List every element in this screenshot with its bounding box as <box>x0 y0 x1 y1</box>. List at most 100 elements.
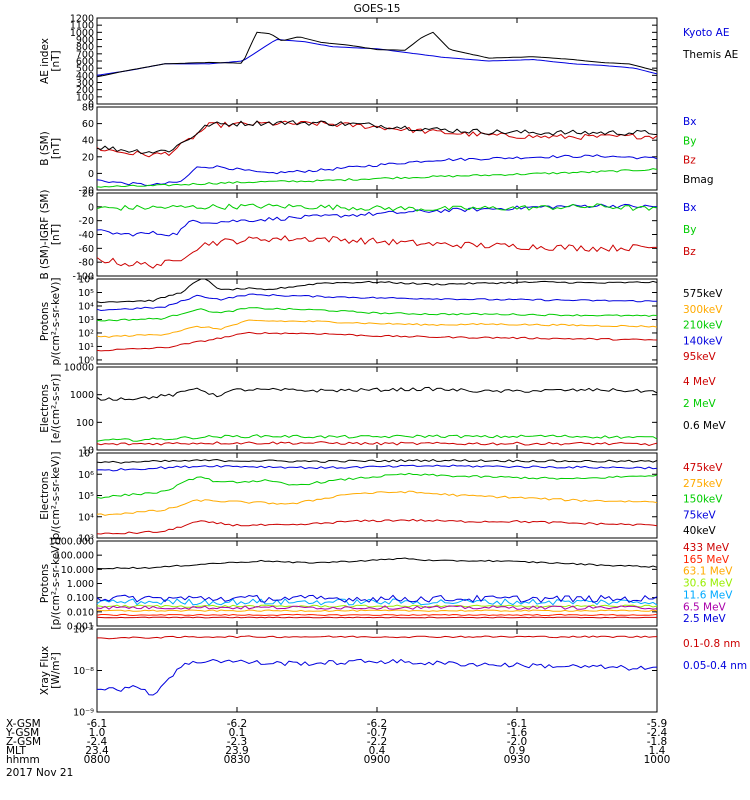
legend-entry: 95keV <box>683 351 717 363</box>
legend-entry: Bx <box>683 202 696 214</box>
y-tick-label: 300 <box>76 78 94 89</box>
y-tick-label: -20 <box>78 216 94 227</box>
footer-cell: -2.4 <box>87 736 108 748</box>
legend-entry: 6.5 MeV <box>683 601 727 613</box>
footer-cell: -6.2 <box>227 718 248 730</box>
y-axis-label: [nT] <box>50 224 62 245</box>
legend-entry: 275keV <box>683 478 723 490</box>
legend-entry: By <box>683 135 696 147</box>
footer-cell: -0.7 <box>367 727 388 739</box>
y-axis-label: AE index <box>39 38 51 84</box>
footer-row-label: X-GSM <box>6 718 41 730</box>
footer-row-label: Z-GSM <box>6 736 41 748</box>
y-tick-label: 0.100 <box>67 593 94 604</box>
footer-row-label: MLT <box>6 745 26 757</box>
y-tick-label: 10³ <box>78 315 94 326</box>
footer-cell: -1.8 <box>647 736 668 748</box>
panel-electrons-kev: 10³ 10⁴ 10⁵ 10⁶ 10⁷ Electrons p/(cm²-s-sr-keV)… <box>39 449 723 545</box>
footer-cell: 0900 <box>364 754 391 766</box>
footer-cell: -1.6 <box>507 727 528 739</box>
series-line-63.1-MeV <box>96 609 658 612</box>
series-line-433-MeV <box>96 616 657 619</box>
series-line-Bx <box>96 154 658 187</box>
series-line-275keV <box>96 490 658 516</box>
legend-entry: Themis AE <box>682 49 738 61</box>
footer-cell: -2.0 <box>507 736 528 748</box>
footer-cell: -6.1 <box>507 718 528 730</box>
panel-frame <box>96 628 658 713</box>
y-tick-label: -100 <box>72 272 94 283</box>
series-line-475keV <box>96 518 658 535</box>
panel-frame <box>96 106 658 191</box>
y-tick-label: 10.000 <box>61 565 94 576</box>
legend-entry: Kyoto AE <box>683 27 729 39</box>
y-tick-label: 10⁻⁸ <box>73 666 94 677</box>
series-line-0.6-MeV <box>96 386 658 401</box>
legend-entry: Bmag <box>683 174 714 186</box>
y-tick-label: 100 <box>76 92 94 103</box>
footer-cell: 1000 <box>644 754 671 766</box>
legend-entry: 2 MeV <box>683 398 717 410</box>
legend-entry: 210keV <box>683 320 723 332</box>
series-line-Bx <box>96 203 658 237</box>
series-line-Bz <box>96 120 658 158</box>
y-axis-label: B (SM)-IGRF (SM) <box>39 189 51 279</box>
y-axis-label: [p/(cm²-s-sr-keV)] <box>50 537 62 629</box>
chart-title: GOES-15 <box>354 3 401 15</box>
series-line-Bz <box>96 235 657 269</box>
y-tick-label: 20 <box>82 152 94 163</box>
y-axis-label: B (SM) <box>39 131 51 165</box>
y-tick-label: 200 <box>76 85 94 96</box>
y-tick-label: 1000.000 <box>49 537 94 548</box>
footer-cell: 0.4 <box>369 745 386 757</box>
y-tick-label: 10⁵ <box>78 288 94 299</box>
y-tick-label: 10⁴ <box>78 301 94 312</box>
series-line-4-MeV <box>96 441 658 447</box>
legend-entry: 575keV <box>683 288 723 300</box>
series-line-40keV <box>96 458 658 464</box>
y-axis-label: p/(cm²-s-sr-keV)] <box>50 451 62 539</box>
legend-entry: 433 MeV <box>683 542 730 554</box>
y-tick-label: 1.000 <box>67 579 94 590</box>
y-tick-label: 1100 <box>70 21 94 32</box>
footer-row-label: Y-GSM <box>5 727 39 739</box>
y-tick-label: 10 <box>82 446 94 457</box>
y-tick-label: 0 <box>88 202 94 213</box>
y-tick-label: 500 <box>76 64 94 75</box>
y-axis-label: [W/m²] <box>50 652 62 689</box>
y-tick-label: 0.010 <box>67 607 94 618</box>
legend-entry: 0.05-0.4 nm <box>683 660 747 672</box>
footer-cell: 0.9 <box>509 745 526 757</box>
y-tick-label: 10¹ <box>78 342 94 353</box>
footer-row-label: hhmm <box>6 754 40 766</box>
footer-cell: 0930 <box>504 754 531 766</box>
y-tick-label: 10⁵ <box>78 491 94 502</box>
panel-frame <box>96 452 658 539</box>
date-label: 2017 Nov 21 <box>6 767 73 779</box>
y-tick-label: 20 <box>82 189 94 200</box>
legend-entry: By <box>683 224 696 236</box>
legend-entry: 140keV <box>683 335 723 347</box>
footer-cell: -6.2 <box>367 718 388 730</box>
panel-b-sm: -20 0 20 40 60 80 B (SM) [nT] Bx By Bz Bmag <box>39 103 714 197</box>
y-tick-label: 400 <box>76 71 94 82</box>
series-line-165-MeV <box>96 613 658 617</box>
y-axis-label: Protons <box>39 564 51 603</box>
panel-ae-index: 0100200300400500600700800900100011001200… <box>39 14 738 111</box>
y-tick-label: 1200 <box>70 14 94 25</box>
series-line-2-MeV <box>96 434 658 442</box>
series-line-0.05-0.4-nm <box>96 658 658 696</box>
y-tick-label: 10⁷ <box>78 449 94 460</box>
y-tick-label: -40 <box>78 230 94 241</box>
footer-cell: 1.0 <box>89 727 106 739</box>
y-tick-label: 800 <box>76 42 94 53</box>
series-line-2.5-MeV <box>96 594 658 604</box>
y-tick-label: 100.000 <box>55 551 94 562</box>
y-tick-label: 60 <box>82 119 94 130</box>
series-line-30.6-MeV <box>96 604 658 608</box>
y-axis-label: Electrons <box>39 384 51 433</box>
panel-xray-flux: 10⁻⁹ 10⁻⁸ 10⁻⁷ Xray Flux [W/m²] 0.1-0.8 nm 0.0… <box>39 625 747 719</box>
panel-electrons-mev: 10 100 1000 10000 Electrons [e/(cm²-s-sr)] 4 M… <box>39 363 727 457</box>
series-line-300keV <box>96 319 658 338</box>
